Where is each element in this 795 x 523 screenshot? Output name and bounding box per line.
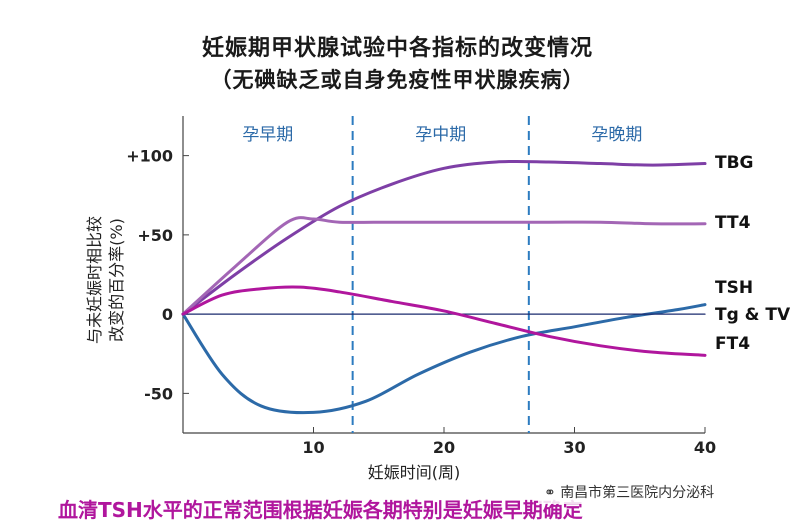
period-label-2: 孕中期 [415, 125, 466, 145]
series-label-tbg: TBG [715, 153, 754, 173]
chart-title: 妊娠期甲状腺试验中各指标的改变情况 [201, 36, 593, 61]
x-tick-label-4: 40 [694, 438, 716, 457]
y-tick-label-1: +100 [126, 147, 173, 166]
x-tick-label-3: 30 [563, 438, 585, 457]
y-tick-label-2: +50 [137, 226, 173, 245]
footer-note: 血清TSH水平的正常范围根据妊娠各期特别是妊娠早期确定 [58, 498, 583, 522]
watermark-text: 南昌市第三医院内分泌科 [560, 485, 715, 501]
series-label-tsh: TSH [715, 278, 753, 298]
x-tick-label-1: 10 [302, 438, 324, 457]
series-line-ft4 [181, 285, 707, 357]
series-label-tg-tv: Tg & TV [715, 305, 791, 325]
y-tick-label-3: 0 [162, 305, 173, 324]
y-tick-label-4: -50 [144, 384, 173, 403]
series-label-tt4: TT4 [715, 213, 751, 233]
series-line-tt4 [181, 216, 707, 316]
wechat-icon: ⚭ [544, 485, 556, 501]
y-axis-label-line2: 改变的百分率(%) [107, 218, 126, 342]
x-axis-label: 妊娠时间(周) [368, 463, 461, 482]
series-line-tbg [181, 159, 707, 316]
watermark: ⚭ 南昌市第三医院内分泌科 [538, 480, 721, 504]
series-label-ft4: FT4 [715, 334, 750, 354]
y-axis-label-line1: 与未妊娠时相比较 [85, 216, 104, 344]
chart-subtitle: （无碘缺乏或自身免疫性甲状腺疾病） [210, 68, 585, 92]
period-label-1: 孕早期 [242, 125, 293, 145]
x-tick-label-2: 20 [433, 438, 455, 457]
period-label-3: 孕晚期 [591, 125, 642, 145]
series-line-tsh [181, 303, 707, 415]
